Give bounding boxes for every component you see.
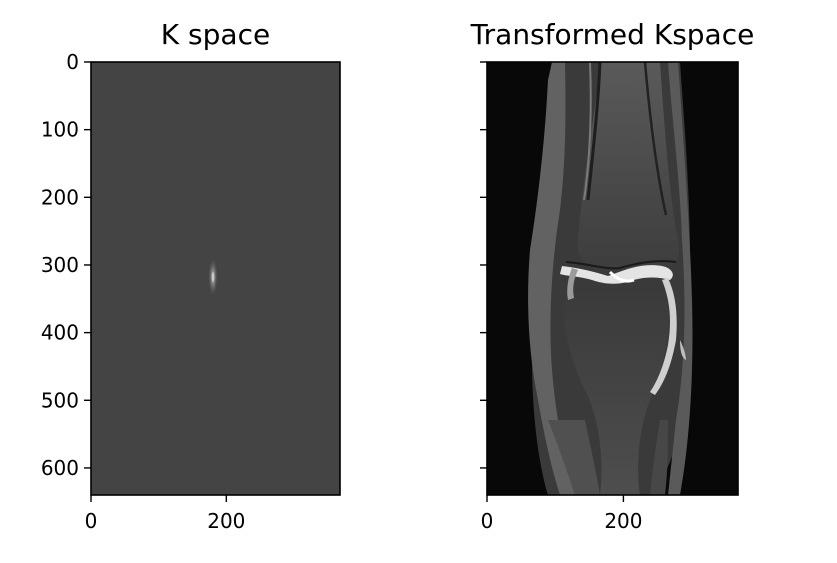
kspace-axes-frame <box>90 61 341 496</box>
knee-mri-image <box>528 62 693 495</box>
transformed-xtick-label: 200 <box>604 509 642 533</box>
kspace-ytick-label: 300 <box>41 253 79 277</box>
kspace-panel: K space 0 100 200 300 400 500 600 0 200 <box>41 18 341 533</box>
transformed-xtick-label: 0 <box>481 509 494 533</box>
kspace-xtick-label: 0 <box>85 509 98 533</box>
kspace-peak <box>208 257 218 297</box>
kspace-ytick-label: 600 <box>41 456 79 480</box>
kspace-ytick-label: 0 <box>66 50 79 74</box>
kspace-ytick-label: 200 <box>41 185 79 209</box>
kspace-xtick-label: 200 <box>207 509 245 533</box>
transformed-title: Transformed Kspace <box>470 18 755 51</box>
kspace-ytick-label: 100 <box>41 118 79 142</box>
kspace-ytick-label: 400 <box>41 321 79 345</box>
kspace-title: K space <box>161 18 270 51</box>
kspace-ytick-label: 500 <box>41 388 79 412</box>
transformed-axes-frame <box>486 61 739 496</box>
transformed-kspace-panel: Transformed Kspace 0 200 <box>470 18 755 533</box>
